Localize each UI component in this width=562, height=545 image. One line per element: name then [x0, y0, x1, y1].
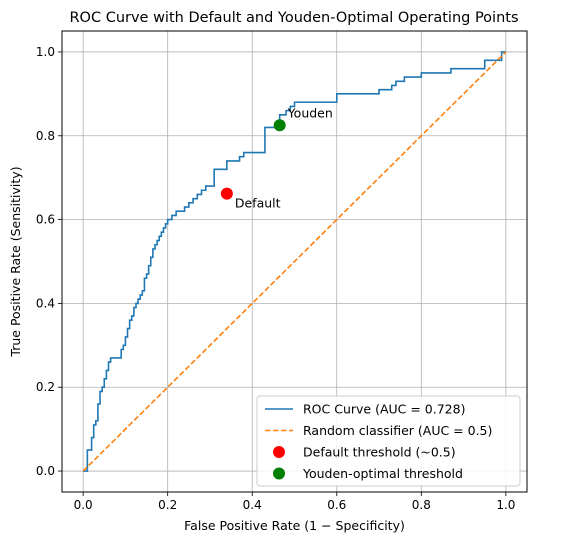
- y-tick-label: 0.6: [36, 213, 55, 227]
- plot-frame: [61, 30, 528, 493]
- youden-threshold-point: [273, 119, 286, 132]
- x-tick-label: 0.2: [158, 498, 177, 512]
- y-tick-label: 0.0: [36, 464, 55, 478]
- grid: [62, 31, 527, 492]
- legend: ROC Curve (AUC = 0.728) Random classifier…: [256, 395, 521, 487]
- points-layer: Default Youden: [220, 105, 333, 211]
- y-axis-label: True Positive Rate (Sensitivity): [8, 166, 23, 357]
- roc-curve-line: [83, 51, 506, 472]
- chart-title: ROC Curve with Default and Youden-Optima…: [69, 10, 518, 26]
- random-classifier-line: [82, 51, 507, 472]
- x-tick-label: 1.0: [496, 498, 515, 512]
- x-tick-label: 0.8: [412, 498, 431, 512]
- legend-random-label: Random classifier (AUC = 0.5): [303, 423, 492, 438]
- youden-point-label: Youden: [287, 105, 333, 120]
- default-point-label: Default: [235, 196, 281, 211]
- ticks: 0.0 0.2 0.4 0.6 0.8 1.0 0.0 0.2 0.4 0.6 0.8 1.0: [36, 45, 516, 512]
- y-tick-label: 0.8: [36, 129, 55, 143]
- x-tick-label: 0.0: [74, 498, 93, 512]
- y-tick-label: 0.4: [36, 296, 55, 310]
- series-layer: [82, 51, 507, 472]
- legend-roc-label: ROC Curve (AUC = 0.728): [303, 402, 465, 417]
- legend-default-label: Default threshold (~0.5): [303, 445, 456, 460]
- y-tick-label: 1.0: [36, 45, 55, 59]
- x-tick-label: 0.4: [243, 498, 262, 512]
- x-axis-label: False Positive Rate (1 − Specificity): [184, 518, 405, 533]
- x-tick-label: 0.6: [327, 498, 346, 512]
- y-tick-label: 0.2: [36, 380, 55, 394]
- legend-youden-swatch: [273, 467, 285, 480]
- legend-default-swatch: [273, 446, 285, 458]
- legend-youden-label: Youden-optimal threshold: [302, 466, 463, 481]
- default-threshold-point: [220, 187, 233, 200]
- legend-box: [256, 395, 521, 487]
